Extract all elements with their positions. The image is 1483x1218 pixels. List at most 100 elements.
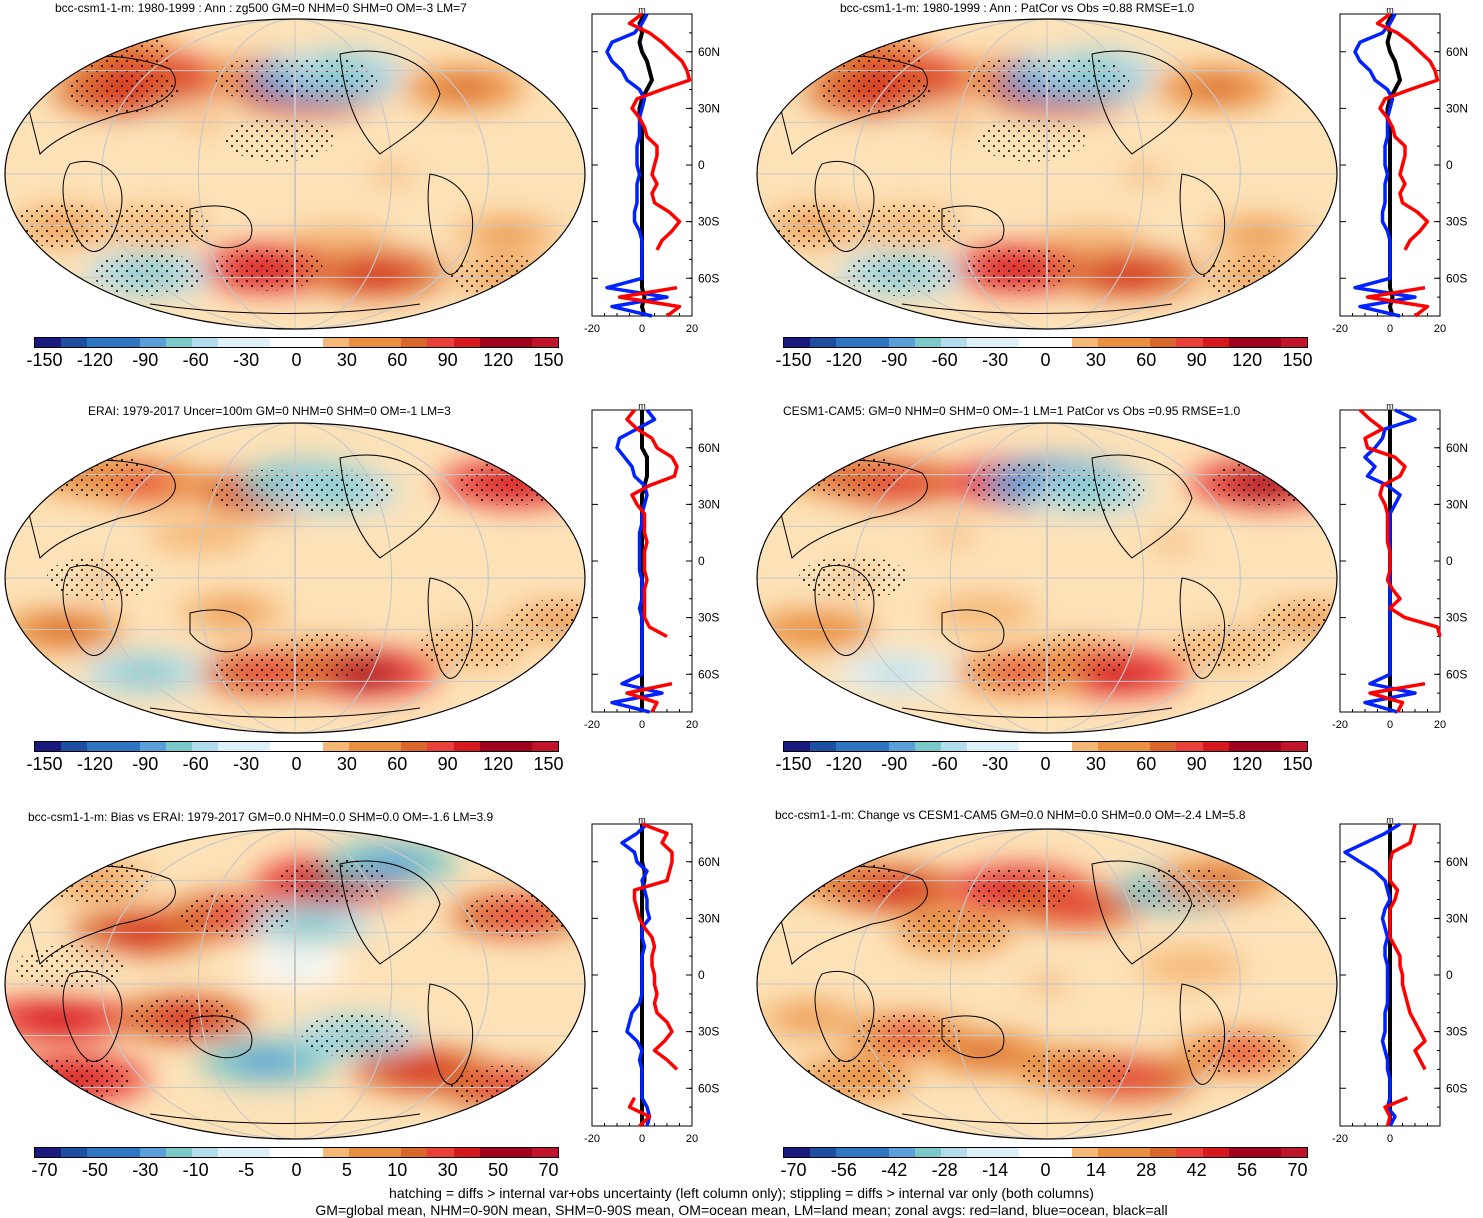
panel-title: bcc-csm1-1-m: Change vs CESM1-CAM5 GM=0.… [775, 808, 1246, 822]
colorbar-label: -28 [931, 1160, 958, 1180]
colorbar-swatch [940, 1148, 968, 1157]
zonal-lat-label: 0 [698, 968, 705, 982]
colorbar-label: -14 [982, 1160, 1009, 1180]
colorbar-swatch [914, 338, 941, 347]
stippling-region [505, 599, 585, 644]
field-anomaly-core [1186, 76, 1247, 99]
zonal-x-label: 0 [1387, 323, 1393, 335]
map-border [756, 422, 1338, 734]
colorbar-label: 5 [341, 1160, 352, 1180]
colorbar-swatch [165, 742, 192, 751]
footer-line-2: GM=global mean, NHM=0-90N mean, SHM=0-90… [315, 1202, 1168, 1218]
map-border [756, 18, 1338, 330]
zonal-lat-label: 30N [698, 101, 720, 115]
colorbar-swatch [270, 338, 297, 347]
zonal-land-line [1358, 408, 1442, 713]
stippling-region [282, 469, 393, 514]
colorbar-swatch [375, 1148, 402, 1157]
map-border [4, 422, 586, 734]
colorbar-swatch [993, 742, 1020, 751]
colorbar-swatch [1228, 338, 1255, 347]
zonal-x-label: -20 [584, 719, 600, 731]
colorbar-label: 30 [1085, 754, 1106, 774]
colorbar-swatch [784, 338, 811, 347]
panel-title: ERAI: 1979-2017 Uncer=100m GM=0 NHM=0 SH… [88, 404, 451, 418]
field-anomaly-core [397, 534, 446, 554]
coastline [901, 303, 1173, 314]
zonal-lat-label: 60N [698, 441, 720, 455]
colorbar-swatch [940, 742, 968, 751]
colorbar-label: -120 [76, 350, 113, 370]
coastline [901, 707, 1173, 718]
zonal-unit-label: m [638, 5, 646, 15]
zonal-unit-label: m [1386, 401, 1394, 411]
colorbar-swatch [35, 742, 62, 751]
colorbar-swatch [1254, 1148, 1281, 1157]
colorbar-label: -60 [931, 754, 958, 774]
longitude-gridline [1046, 423, 1048, 733]
global-map [4, 18, 586, 330]
zonal-ocean-line [610, 408, 664, 714]
colorbar-label: 90 [437, 350, 458, 370]
zonal-x-label: 0 [639, 1133, 645, 1145]
global-map [756, 828, 1338, 1140]
colorbar-swatch [244, 1148, 271, 1157]
colorbar-label: 90 [1186, 350, 1207, 370]
longitude-gridline [294, 19, 296, 329]
colorbar-swatch [1176, 338, 1203, 347]
colorbar-label: -70 [780, 1160, 807, 1180]
colorbar-swatch [35, 1148, 62, 1157]
zonal-x-label: -20 [584, 323, 600, 335]
colorbar-swatch [218, 338, 245, 347]
coastline [814, 970, 875, 1062]
colorbar-swatch [1124, 742, 1151, 751]
colorbar-swatch [1150, 1148, 1177, 1157]
field-anomaly-core [1065, 232, 1118, 253]
colorbar-label: -50 [81, 1160, 108, 1180]
zonal-land-line [625, 408, 679, 713]
colorbar-swatch [862, 1148, 889, 1157]
colorbar-labels: -70 -56 -42 -28 -14 0 14 28 42 56 70 [780, 1160, 1308, 1182]
colorbar-swatch [348, 1148, 376, 1157]
zonal-ocean-line [605, 13, 669, 318]
colorbar-swatch [1202, 1148, 1229, 1157]
colorbar-swatch [427, 1148, 454, 1157]
colorbar-label: 0 [1040, 350, 1051, 370]
colorbar-swatch [836, 742, 863, 751]
colorbar-label: 0 [291, 1160, 302, 1180]
longitude-gridline [1046, 19, 1048, 329]
zonal-lat-label: 0 [1446, 158, 1453, 172]
coastline [427, 173, 474, 275]
colorbar-swatch [1097, 338, 1125, 347]
colorbar-swatch [914, 1148, 941, 1157]
map-border [4, 18, 586, 330]
zonal-lat-label: 60N [1446, 855, 1468, 869]
zonal-lat-label: 0 [1446, 554, 1453, 568]
longitude-gridline [949, 423, 1145, 733]
colorbar-swatch [940, 338, 968, 347]
coastline [189, 1015, 253, 1059]
longitude-gridline [197, 829, 393, 1139]
stippling-region [418, 624, 529, 669]
colorbar-swatch [1202, 338, 1229, 347]
zonal-land-line [627, 822, 679, 1128]
colorbar-label: 14 [1085, 1160, 1106, 1180]
colorbar-label: 0 [1040, 754, 1051, 774]
longitude-gridline [101, 829, 489, 1139]
coastline [339, 860, 441, 965]
stippling-region [1128, 867, 1239, 912]
zonal-lat-label: 60N [1446, 45, 1468, 59]
colorbar-label: -90 [132, 754, 159, 774]
colorbar-swatch [375, 338, 402, 347]
stippling-region [1170, 624, 1281, 669]
colorbar-swatch [191, 338, 219, 347]
colorbar-swatch [1280, 1148, 1308, 1157]
colorbar-label: 120 [483, 754, 514, 774]
stippling-region [964, 246, 1075, 291]
map-border [756, 828, 1338, 1140]
zonal-lat-label: 30S [698, 215, 719, 229]
colorbar-label: 120 [1232, 754, 1263, 774]
colorbar-label: 0 [1040, 1160, 1051, 1180]
colorbar-swatch [810, 1148, 837, 1157]
zonal-x-label: 20 [1434, 719, 1446, 731]
